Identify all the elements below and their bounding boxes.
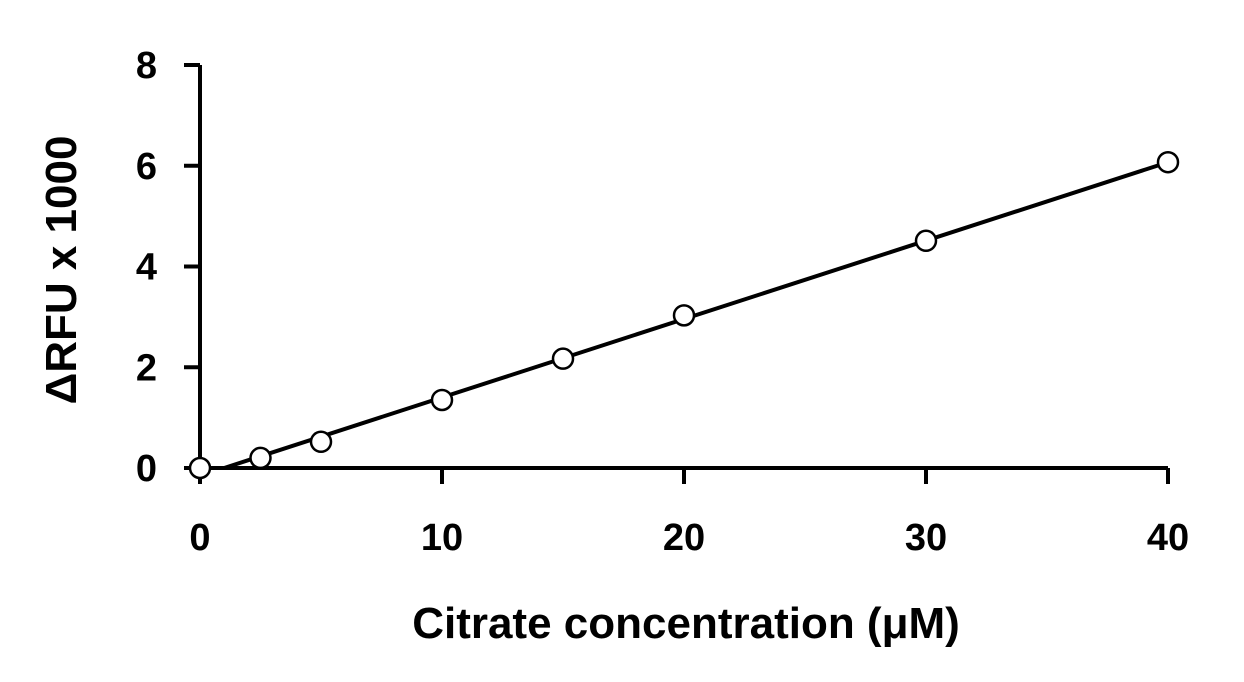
x-axis-title: Citrate concentration (μM) [412, 599, 960, 648]
y-tick-label: 6 [136, 146, 157, 188]
data-point [249, 446, 272, 470]
y-ticks: 0 2 4 6 8 [136, 45, 200, 490]
data-point [672, 304, 696, 327]
y-tick-label: 4 [136, 247, 157, 289]
x-ticks: 0 10 20 30 40 [189, 468, 1189, 559]
x-tick-label: 30 [905, 517, 947, 559]
trendline [223, 160, 1169, 470]
x-tick-label: 0 [189, 517, 210, 559]
data-point [188, 456, 212, 480]
data-point [309, 430, 333, 454]
x-tick-label: 20 [663, 517, 705, 559]
x-tick-label: 40 [1147, 517, 1189, 559]
y-tick-label: 2 [136, 347, 157, 389]
axes [184, 65, 1168, 470]
data-points [188, 150, 1180, 480]
y-tick-label: 0 [136, 448, 157, 490]
y-tick-label: 8 [136, 45, 157, 87]
data-point [551, 347, 575, 370]
y-axis-title: ΔRFU x 1000 [37, 136, 86, 405]
data-point [914, 229, 938, 253]
data-point [1156, 150, 1180, 174]
x-tick-label: 10 [421, 517, 463, 559]
data-point [430, 388, 454, 412]
